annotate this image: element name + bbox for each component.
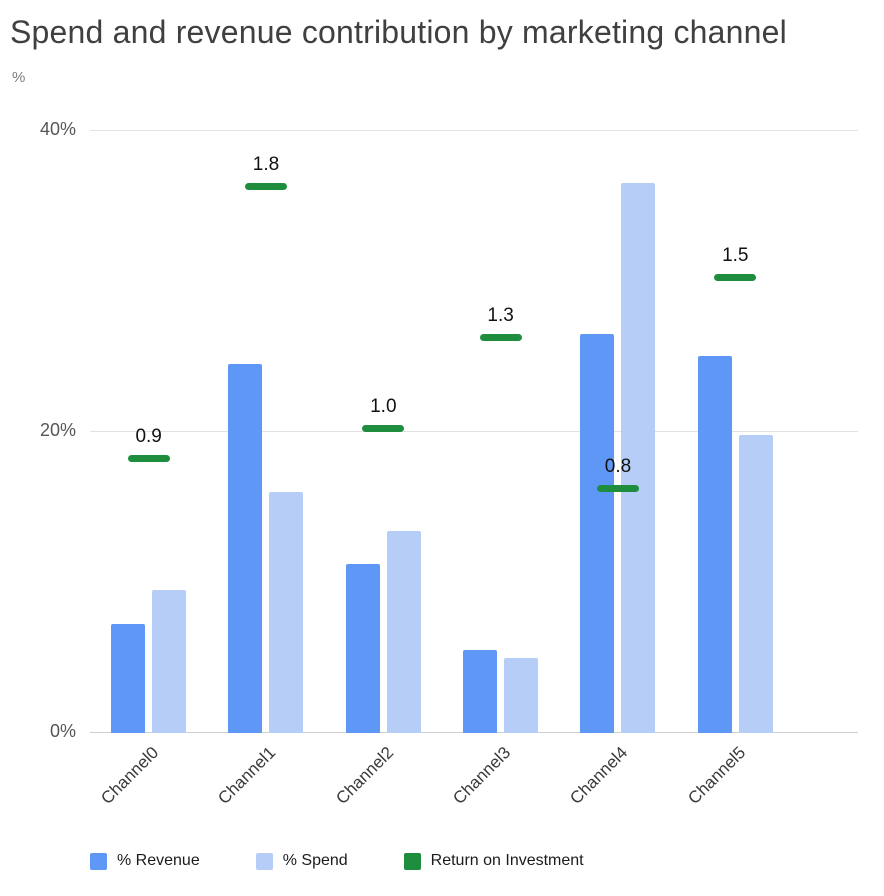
chart-title: Spend and revenue contribution by market… xyxy=(10,14,787,50)
y-axis-unit-label: % xyxy=(12,69,26,86)
legend-item-spend[interactable]: % Spend xyxy=(255,852,348,870)
spend-bar[interactable] xyxy=(621,182,656,733)
legend: % Revenue % Spend Return on Investment xyxy=(90,852,884,870)
roi-value-label: 1.8 xyxy=(252,154,280,176)
revenue-bar[interactable] xyxy=(463,650,498,733)
roi-marker[interactable] xyxy=(479,334,522,342)
spend-bar[interactable] xyxy=(386,531,421,733)
roi-marker[interactable] xyxy=(714,273,757,281)
spend-bar[interactable] xyxy=(269,491,304,733)
legend-item-roi[interactable]: Return on Investment xyxy=(403,852,584,870)
x-tick-label: Channel0 xyxy=(97,743,163,808)
roi-swatch xyxy=(403,852,421,870)
roi-marker[interactable] xyxy=(596,484,639,492)
bar-group: 1.3 Channel3 xyxy=(442,130,559,808)
spend-bar[interactable] xyxy=(152,589,187,733)
spend-swatch xyxy=(255,852,273,870)
bar-group: 0.8 Channel4 xyxy=(559,130,676,808)
y-tick-20: 20% xyxy=(39,419,76,440)
x-tick-label: Channel1 xyxy=(214,743,280,808)
bar-group: 1.0 Channel2 xyxy=(325,130,442,808)
legend-item-revenue[interactable]: % Revenue xyxy=(90,852,200,870)
spend-bar[interactable] xyxy=(504,657,539,733)
revenue-bar[interactable] xyxy=(580,333,615,733)
revenue-swatch xyxy=(90,852,107,870)
revenue-bar[interactable] xyxy=(345,564,380,733)
bar-group: 1.8 Channel1 xyxy=(207,130,324,808)
legend-label-spend: % Spend xyxy=(282,852,348,869)
x-tick-label: Channel4 xyxy=(566,743,632,808)
roi-value-label: 0.8 xyxy=(604,455,632,477)
roi-marker[interactable] xyxy=(362,424,405,432)
x-tick-label: Channel3 xyxy=(449,743,515,808)
roi-marker[interactable] xyxy=(127,454,170,462)
bar-group: 1.5 Channel5 xyxy=(677,130,794,808)
revenue-bar[interactable] xyxy=(697,356,732,733)
revenue-bar[interactable] xyxy=(111,624,146,733)
y-tick-0: 0% xyxy=(49,721,76,741)
y-tick-40: 40% xyxy=(39,119,76,139)
bar-group: 0.9 Channel0 xyxy=(90,130,207,808)
bar-groups: 0.9 Channel0 1.8 Channel1 1.0 Channel2 1.3 Chan… xyxy=(90,130,794,808)
roi-value-label: 1.3 xyxy=(487,305,514,327)
legend-label-roi: Return on Investment xyxy=(430,852,584,869)
plot-area: 40% 20% 0% 0.9 Channel0 1.8 Channel1 1.0 Chan… xyxy=(40,119,858,808)
gridline-20 xyxy=(90,430,858,432)
gridline-40 xyxy=(90,130,858,131)
x-tick-label: Channel2 xyxy=(331,743,397,808)
legend-label-revenue: % Revenue xyxy=(117,852,200,869)
x-tick-label: Channel5 xyxy=(683,743,749,808)
spend-bar[interactable] xyxy=(738,434,773,733)
roi-marker[interactable] xyxy=(244,183,287,191)
roi-value-label: 0.9 xyxy=(135,425,162,447)
revenue-bar[interactable] xyxy=(228,363,263,733)
roi-value-label: 1.0 xyxy=(370,395,397,417)
chart-page: Spend and revenue contribution by market… xyxy=(0,14,884,870)
roi-value-label: 1.5 xyxy=(722,244,749,266)
